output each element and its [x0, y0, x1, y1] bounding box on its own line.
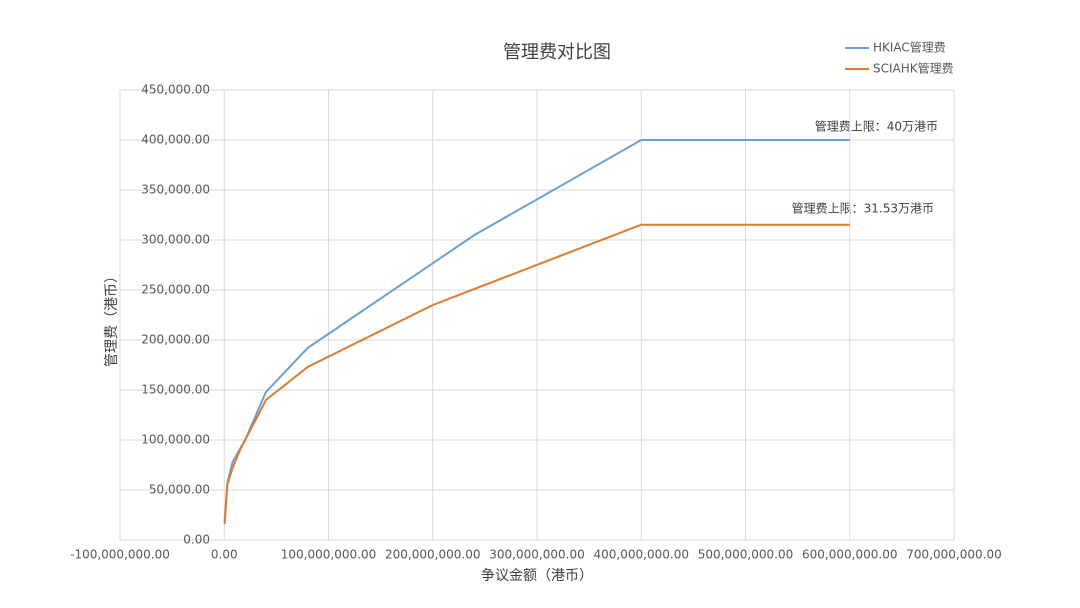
- x-tick-label: 500,000,000.00: [698, 548, 793, 562]
- chart-title: 管理费对比图: [503, 42, 611, 63]
- x-tick-label: 300,000,000.00: [489, 548, 584, 562]
- series-line: [223, 223, 850, 525]
- x-tick-label: 200,000,000.00: [385, 548, 480, 562]
- y-tick-label: 250,000.00: [141, 283, 210, 297]
- x-tick-label: 100,000,000.00: [281, 548, 376, 562]
- y-tick-label: 50,000.00: [149, 483, 210, 497]
- y-tick-label: 100,000.00: [141, 433, 210, 447]
- annotation: 管理费上限：40万港币: [815, 119, 938, 134]
- x-tick-label: 0.00: [211, 548, 238, 562]
- y-axis-title: 管理费（港币）: [104, 269, 120, 367]
- x-tick-label: 400,000,000.00: [594, 548, 689, 562]
- legend-label: HKIAC管理费: [873, 40, 946, 55]
- y-tick-label: 300,000.00: [141, 233, 210, 247]
- x-tick-label: 700,000,000.00: [906, 548, 1001, 562]
- annotation: 管理费上限：31.53万港币: [792, 201, 934, 216]
- y-tick-label: 150,000.00: [141, 383, 210, 397]
- y-tick-label: 200,000.00: [141, 333, 210, 347]
- x-axis-title: 争议金额（港币）: [481, 568, 593, 584]
- y-tick-label: 350,000.00: [141, 183, 210, 197]
- y-tick-label: 450,000.00: [141, 83, 210, 97]
- x-tick-label: -100,000,000.00: [70, 548, 170, 562]
- legend-label: SCIAHK管理费: [873, 61, 954, 76]
- x-tick-label: 600,000,000.00: [802, 548, 897, 562]
- y-tick-label: 0.00: [183, 533, 210, 547]
- y-tick-label: 400,000.00: [141, 133, 210, 147]
